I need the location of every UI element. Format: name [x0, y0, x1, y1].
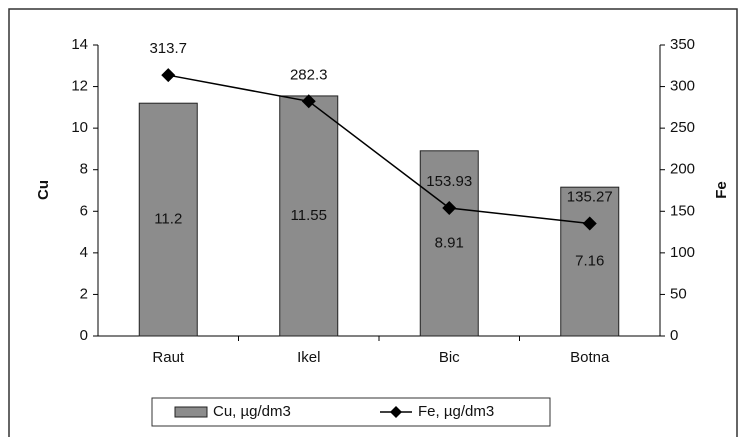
- legend-swatch: [174, 406, 208, 418]
- line-marker: [301, 94, 316, 109]
- y2-tick-label: 300: [670, 78, 695, 95]
- chart-border: [8, 8, 738, 437]
- y2-tick-label: 350: [670, 36, 695, 53]
- bar: [560, 186, 620, 337]
- line-value-label: 282.3: [290, 66, 328, 83]
- x-tick-label: Raut: [152, 349, 185, 366]
- line-marker: [442, 201, 457, 216]
- bar: [419, 150, 479, 337]
- x-tick-label: Botna: [570, 349, 610, 366]
- legend-label: Cu, µg/dm3: [213, 403, 291, 420]
- y-tick-label: 10: [71, 119, 88, 136]
- y-tick-label: 2: [80, 285, 88, 302]
- bar: [279, 95, 339, 337]
- bar-value-label: 11.55: [291, 207, 327, 224]
- y2-tick-label: 100: [670, 244, 695, 261]
- y-tick-label: 4: [80, 244, 88, 261]
- line-value-label: 313.7: [149, 40, 187, 57]
- line: [168, 74, 590, 225]
- bar: [138, 102, 198, 337]
- x-tick-label: Bic: [439, 349, 460, 366]
- y2-axis-title: Fe: [713, 181, 730, 199]
- y-tick-label: 8: [80, 161, 88, 178]
- line-value-label: 153.93: [426, 173, 472, 190]
- y-axis-title: Cu: [35, 180, 52, 200]
- bar-value-label: 7.16: [575, 253, 604, 270]
- line-marker: [161, 68, 176, 83]
- x-tick-label: Ikel: [297, 349, 320, 366]
- y2-tick-label: 50: [670, 285, 687, 302]
- bar-value-label: 11.2: [154, 211, 182, 228]
- y-tick-label: 6: [80, 202, 88, 219]
- line-marker: [582, 216, 597, 231]
- bar-value-label: 8.91: [435, 234, 464, 251]
- legend-box: [151, 397, 551, 427]
- y2-tick-label: 0: [670, 327, 678, 344]
- y-tick-label: 12: [71, 78, 88, 95]
- y2-tick-label: 150: [670, 202, 695, 219]
- y2-tick-label: 250: [670, 119, 695, 136]
- line-value-label: 135.27: [567, 189, 613, 206]
- y-tick-label: 14: [71, 36, 88, 53]
- y-tick-label: 0: [80, 327, 88, 344]
- y2-tick-label: 200: [670, 161, 695, 178]
- legend-label: Fe, µg/dm3: [418, 403, 494, 420]
- legend-marker: [390, 406, 402, 418]
